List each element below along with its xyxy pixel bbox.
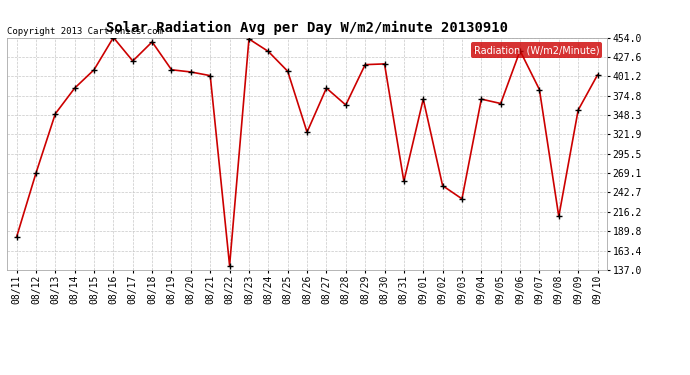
Legend: Radiation  (W/m2/Minute): Radiation (W/m2/Minute)	[471, 42, 602, 58]
Text: Copyright 2013 Cartronics.com: Copyright 2013 Cartronics.com	[7, 27, 163, 36]
Title: Solar Radiation Avg per Day W/m2/minute 20130910: Solar Radiation Avg per Day W/m2/minute …	[106, 21, 508, 35]
